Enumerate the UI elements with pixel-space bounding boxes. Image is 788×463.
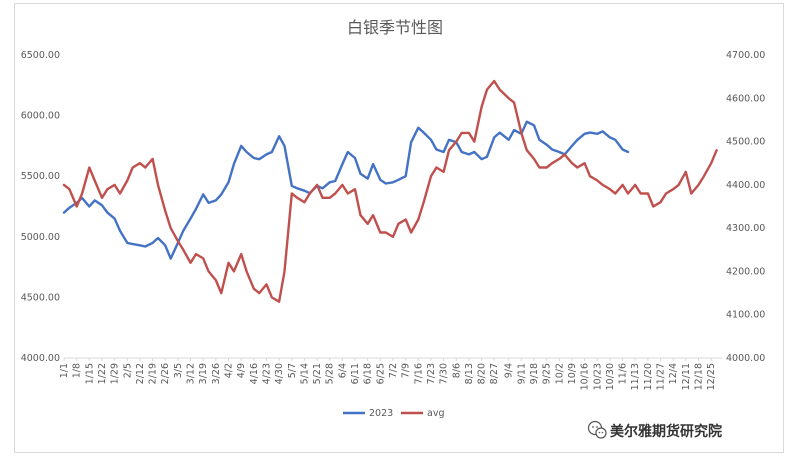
x-tick-label: 5/14 [299, 363, 310, 384]
x-tick-label: 5/21 [312, 363, 323, 384]
watermark: 美尔雅期货研究院 [587, 420, 722, 440]
x-tick-label: 8/13 [464, 363, 475, 384]
x-tick-label: 7/16 [413, 363, 424, 384]
legend-label: 2023 [369, 408, 393, 419]
x-tick-label: 2/26 [160, 363, 171, 384]
left-y-tick-label: 5000.00 [21, 232, 60, 243]
x-tick-label: 12/18 [694, 363, 705, 390]
x-tick-label: 3/5 [173, 363, 184, 378]
x-tick-label: 11/13 [630, 363, 641, 390]
x-tick-label: 2/5 [122, 363, 133, 378]
x-tick-label: 11/20 [643, 363, 654, 390]
x-tick-label: 9/4 [504, 363, 515, 378]
right-y-tick-label: 4000.00 [726, 353, 765, 364]
left-y-tick-label: 4000.00 [21, 353, 60, 364]
x-tick-label: 5/7 [287, 363, 298, 378]
x-tick-label: 9/11 [516, 363, 527, 384]
wechat-icon [587, 420, 607, 439]
legend-label: avg [427, 408, 444, 419]
x-tick-label: 1/15 [84, 363, 95, 384]
x-tick-label: 1/22 [97, 363, 108, 384]
right-y-tick-label: 4100.00 [726, 310, 765, 321]
left-y-tick-label: 6000.00 [21, 111, 60, 122]
x-tick-label: 2/12 [135, 363, 146, 384]
x-tick-label: 1/29 [110, 363, 121, 384]
right-y-axis: 4000.00 4100.00 4200.00 4300.00 4400.00 4500.… [726, 50, 765, 364]
x-tick-label: 7/2 [388, 363, 399, 378]
x-tick-label: 8/20 [477, 363, 488, 384]
series-lines [62, 79, 718, 303]
chart-title: 白银季节性图 [347, 18, 443, 37]
right-y-tick-label: 4600.00 [726, 93, 765, 104]
x-tick-label: 7/23 [426, 363, 437, 384]
x-tick-label: 11/27 [656, 363, 667, 390]
x-tick-label: 6/4 [337, 363, 348, 378]
x-tick-label: 10/30 [605, 363, 616, 390]
chart-frame [14, 3, 784, 453]
x-tick-label: 8/27 [489, 363, 500, 384]
x-tick-label: 10/16 [580, 363, 591, 390]
x-tick-label: 6/25 [375, 363, 386, 384]
x-tick-label: 6/11 [350, 363, 361, 384]
x-tick-label: 1/1 [59, 363, 70, 378]
x-tick-label: 3/26 [211, 363, 222, 384]
x-tick-label: 6/18 [363, 363, 374, 384]
left-y-tick-label: 5500.00 [21, 171, 60, 182]
x-tick-label: 4/9 [236, 363, 247, 378]
x-tick-label: 7/30 [439, 363, 450, 384]
watermark-text: 美尔雅期货研究院 [610, 423, 722, 440]
x-tick-label: 4/2 [224, 363, 235, 378]
x-tick-label: 4/30 [274, 363, 285, 384]
right-y-tick-label: 4300.00 [726, 223, 765, 234]
x-tick-label: 10/9 [567, 363, 578, 384]
x-tick-label: 3/12 [186, 363, 197, 384]
x-tick-label: 12/11 [681, 363, 692, 390]
x-tick-label: 9/18 [529, 363, 540, 384]
x-tick-label: 12/25 [706, 363, 717, 390]
right-y-tick-label: 4200.00 [726, 266, 765, 277]
x-tick-label: 4/23 [261, 363, 272, 384]
x-tick-label: 8/6 [451, 363, 462, 378]
right-y-tick-label: 4700.00 [726, 50, 765, 61]
x-tick-label: 11/6 [618, 363, 629, 384]
x-tick-label: 3/19 [198, 363, 209, 384]
legend: 2023 avg [343, 408, 444, 419]
x-tick-label: 1/8 [72, 363, 83, 378]
series-line-2023 [62, 120, 630, 260]
x-tick-label: 5/28 [325, 363, 336, 384]
left-y-tick-label: 4500.00 [21, 292, 60, 303]
x-tick-label: 4/16 [249, 363, 260, 384]
x-tick-label: 12/4 [668, 363, 679, 384]
x-tick-label: 9/25 [542, 363, 553, 384]
series-line-avg [62, 79, 718, 303]
right-y-tick-label: 4500.00 [726, 137, 765, 148]
left-y-axis: 4000.00 4500.00 5000.00 5500.00 6000.00 6500.… [21, 50, 60, 364]
right-y-tick-label: 4400.00 [726, 180, 765, 191]
x-tick-label: 7/9 [401, 363, 412, 378]
left-y-tick-label: 6500.00 [21, 50, 60, 61]
x-axis: 1/1 1/8 1/15 1/22 1/29 2/5 2/12 2/19 2/26 3/5 3/12… [59, 358, 717, 390]
x-tick-label: 10/23 [592, 363, 603, 390]
x-tick-label: 10/2 [554, 363, 565, 384]
x-tick-label: 2/19 [148, 363, 159, 384]
